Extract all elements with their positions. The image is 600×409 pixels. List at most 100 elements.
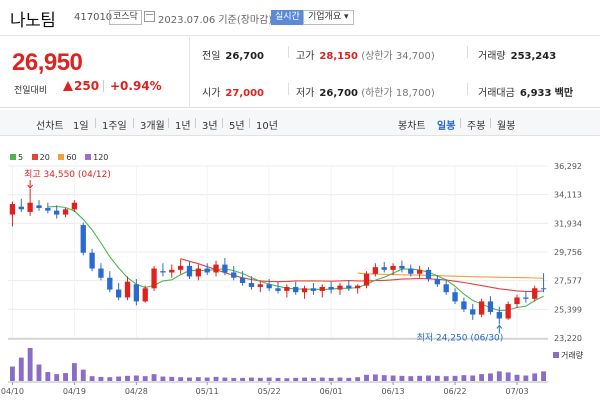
divider bbox=[288, 46, 289, 58]
prev-close: 전일 26,700 bbox=[202, 47, 264, 62]
period-3y[interactable]: 3년 bbox=[202, 121, 218, 132]
volume: 거래량 253,243 bbox=[478, 47, 556, 62]
volume-bar bbox=[390, 375, 396, 381]
ma120-swatch bbox=[85, 154, 92, 160]
volume-bar bbox=[18, 357, 24, 381]
candle bbox=[98, 263, 104, 281]
candle bbox=[186, 261, 193, 280]
y-tick-label: 25,399 bbox=[554, 305, 582, 314]
candle bbox=[514, 294, 520, 308]
candle bbox=[372, 263, 379, 277]
volume-bar bbox=[523, 375, 529, 381]
ma20-line bbox=[180, 258, 544, 292]
legend-ma60[interactable]: 60 bbox=[58, 153, 77, 162]
divider bbox=[288, 83, 289, 95]
high-label: 고가 bbox=[296, 51, 315, 62]
volume-bar bbox=[302, 377, 307, 381]
candle-body bbox=[416, 269, 423, 274]
candle-body bbox=[523, 297, 529, 299]
volume-bar bbox=[275, 377, 281, 381]
candle bbox=[27, 188, 33, 216]
realtime-button[interactable]: 실시간 bbox=[271, 10, 304, 25]
divider bbox=[95, 118, 96, 128]
change-label: 전일대비 bbox=[14, 86, 48, 96]
candle bbox=[355, 284, 361, 294]
candle-body bbox=[328, 286, 334, 290]
candle-chart-tab[interactable]: 봉차트 bbox=[398, 121, 426, 132]
y-tick-label: 23,220 bbox=[554, 334, 582, 343]
candle bbox=[408, 264, 414, 277]
ma5-line bbox=[47, 205, 544, 312]
candle bbox=[62, 208, 69, 218]
candle bbox=[45, 202, 51, 214]
candle-body bbox=[425, 269, 432, 280]
period-1w[interactable]: 1주일 bbox=[102, 121, 127, 132]
y-tick-label: 31,934 bbox=[554, 219, 582, 228]
x-tick-label: 05/11 bbox=[196, 387, 219, 396]
candle-daily[interactable]: 일봉 bbox=[437, 121, 456, 132]
candle-body bbox=[434, 279, 440, 285]
period-5y[interactable]: 5년 bbox=[229, 121, 245, 132]
candle-body bbox=[142, 288, 148, 302]
period-1d[interactable]: 1일 bbox=[73, 121, 89, 132]
candle-weekly[interactable]: 주봉 bbox=[467, 121, 486, 132]
volume-value: 253,243 bbox=[510, 51, 557, 62]
volume-bar bbox=[372, 374, 378, 381]
period-1y[interactable]: 1년 bbox=[175, 121, 191, 132]
candle bbox=[328, 281, 334, 294]
volume-bar bbox=[178, 377, 184, 381]
candle-body bbox=[470, 309, 476, 315]
volume-bar bbox=[98, 376, 104, 381]
amount-label: 거래대금 bbox=[478, 88, 515, 99]
volume-bar bbox=[426, 375, 431, 381]
candle-body bbox=[98, 268, 104, 278]
volume-bar bbox=[452, 375, 458, 381]
candle-body bbox=[27, 202, 33, 212]
volume-bar bbox=[293, 377, 299, 381]
candle-body bbox=[381, 267, 387, 270]
volume-bar bbox=[71, 363, 77, 381]
chevron-down-icon: ▾ bbox=[344, 12, 349, 22]
candle-monthly[interactable]: 월봉 bbox=[497, 121, 516, 132]
line-chart-tab[interactable]: 선차트 bbox=[36, 121, 64, 132]
candle-body bbox=[248, 283, 255, 287]
stock-header: 나노팀 417010 코스닥 2023.07.06 기준(장마감) 실시간 기업… bbox=[0, 0, 600, 36]
company-overview-dropdown[interactable]: 기업개요 ▾ bbox=[303, 10, 354, 25]
candle-body bbox=[80, 225, 86, 253]
x-tick-label: 04/19 bbox=[63, 387, 86, 396]
candle bbox=[204, 263, 210, 276]
candle bbox=[9, 201, 16, 227]
period-3m[interactable]: 3개월 bbox=[140, 121, 165, 132]
candle-body bbox=[71, 202, 78, 210]
market-badge: 코스닥 bbox=[109, 10, 142, 25]
legend-ma20[interactable]: 20 bbox=[31, 153, 50, 162]
lower-limit: (하한가 18,700) bbox=[361, 88, 435, 99]
candle-body bbox=[239, 277, 246, 283]
period-10y[interactable]: 10년 bbox=[256, 121, 278, 132]
candle-body bbox=[532, 288, 538, 299]
candle bbox=[257, 280, 263, 293]
volume-bar bbox=[514, 374, 520, 381]
trading-amount: 거래대금 6,933 백만 bbox=[478, 84, 573, 99]
volume-bar bbox=[496, 371, 502, 381]
divider bbox=[168, 118, 169, 128]
volume-bar bbox=[364, 374, 369, 381]
volume-bar bbox=[89, 376, 95, 381]
legend-ma5[interactable]: 5 bbox=[10, 153, 23, 162]
volume-bar bbox=[488, 373, 493, 381]
volume-bar bbox=[63, 373, 68, 381]
ma60-line bbox=[357, 272, 544, 279]
legend-ma120[interactable]: 120 bbox=[85, 153, 108, 162]
divider bbox=[222, 118, 223, 128]
candle-body bbox=[355, 285, 361, 289]
volume-bar bbox=[408, 376, 414, 381]
candle bbox=[301, 285, 308, 299]
candle bbox=[124, 276, 131, 301]
candle bbox=[18, 198, 24, 212]
candle bbox=[275, 281, 281, 294]
candle bbox=[505, 301, 511, 320]
stock-code: 417010 bbox=[74, 12, 113, 23]
divider bbox=[195, 118, 196, 128]
candle-body bbox=[540, 288, 547, 290]
candle-body bbox=[319, 286, 325, 291]
